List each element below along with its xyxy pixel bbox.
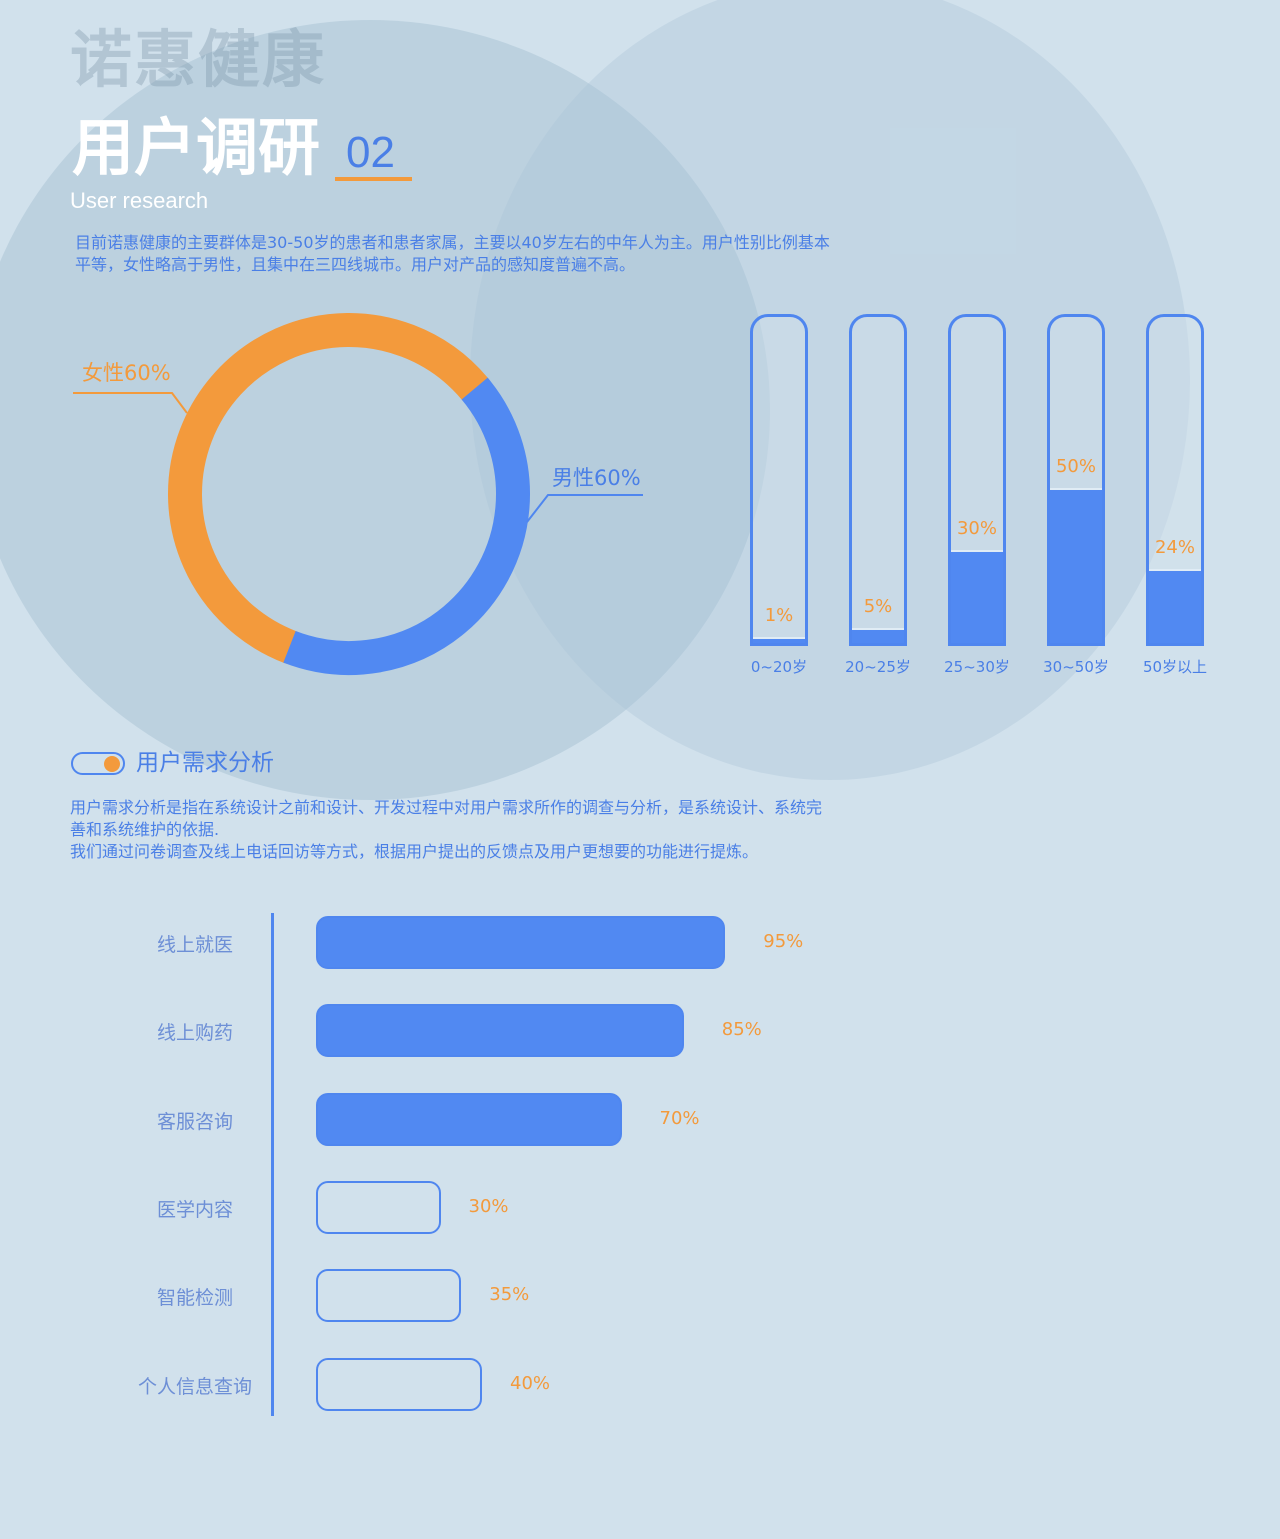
- male-label: 男性60%: [552, 466, 641, 490]
- number-underline: [335, 177, 412, 181]
- demand-category-label: 医学内容: [156, 1198, 233, 1221]
- intro-text: 目前诺惠健康的主要群体是30-50岁的患者和患者家属，主要以40岁左右的中年人为…: [75, 233, 830, 274]
- demand-category-label: 线上就医: [156, 934, 233, 956]
- age-bar-fill: [951, 550, 1003, 643]
- age-bar-fill: [753, 637, 805, 643]
- gender-donut-chart: [73, 313, 643, 675]
- age-category-label: 30~50岁: [1043, 658, 1109, 676]
- demand-bar: [316, 1269, 462, 1323]
- donut-slice-male: [168, 313, 530, 675]
- age-category-label: 0~20岁: [750, 658, 808, 676]
- demand-bar: [316, 1180, 441, 1234]
- watermark-title: 诺惠健康: [70, 23, 327, 96]
- demand-bar-label: 40%: [510, 1372, 551, 1394]
- male-leader-line: [526, 494, 643, 523]
- age-bar: 1%: [750, 314, 808, 646]
- section-text: 用户需求分析是指在系统设计之前和设计、开发过程中对用户需求所作的调查与分析，是系…: [70, 797, 830, 863]
- section-number: 02: [346, 128, 395, 177]
- toggle-icon: [71, 752, 125, 775]
- y-axis-line: [271, 913, 274, 1416]
- demand-category-label: 智能检测: [156, 1287, 233, 1310]
- age-bar-fill: [852, 627, 904, 643]
- age-bar-label: 5%: [863, 595, 893, 617]
- demand-bar: [316, 1004, 684, 1058]
- age-category-label: 25~30岁: [944, 658, 1010, 676]
- age-category-label: 50岁以上: [1142, 658, 1208, 676]
- demand-category-label: 客服咨询: [156, 1110, 233, 1133]
- demand-category-label: 个人信息查询: [137, 1375, 252, 1398]
- page-subtitle: User research: [70, 188, 209, 213]
- age-bar: 5%: [849, 314, 907, 646]
- demand-bar: [316, 1357, 482, 1411]
- demand-bar-label: 35%: [489, 1284, 530, 1306]
- section-text-1: 用户需求分析是指在系统设计之前和设计、开发过程中对用户需求所作的调查与分析，是系…: [70, 798, 823, 839]
- age-bar: 50%: [1047, 314, 1105, 646]
- age-bar: 24%: [1146, 314, 1204, 646]
- demand-bar-label: 70%: [659, 1107, 700, 1129]
- female-leader-line: [73, 392, 188, 414]
- demand-bar: [316, 916, 726, 969]
- age-category-label: 20~25岁: [845, 658, 911, 676]
- age-bar: 30%: [948, 314, 1006, 646]
- demand-bar-label: 85%: [721, 1019, 762, 1041]
- demand-bar: [316, 1092, 622, 1146]
- age-bar-label: 30%: [956, 518, 997, 539]
- female-label: 女性60%: [82, 361, 171, 385]
- section-text-2: 我们通过问卷调查及线上电话回访等方式，根据用户提出的反馈点及用户更想要的功能进行…: [70, 842, 759, 861]
- background-circle: [470, 0, 1190, 780]
- age-bar-label: 50%: [1055, 456, 1096, 477]
- age-bar-label: 24%: [1154, 536, 1195, 558]
- demand-category-label: 线上购药: [156, 1022, 233, 1045]
- section-title: 用户需求分析: [136, 750, 274, 776]
- demand-bar-label: 95%: [763, 931, 804, 952]
- age-bar-fill: [1149, 568, 1201, 643]
- age-bar-label: 1%: [764, 605, 794, 626]
- demand-bar-label: 30%: [468, 1195, 509, 1217]
- page-title: 用户调研: [72, 111, 321, 184]
- age-bar-fill: [1050, 488, 1102, 643]
